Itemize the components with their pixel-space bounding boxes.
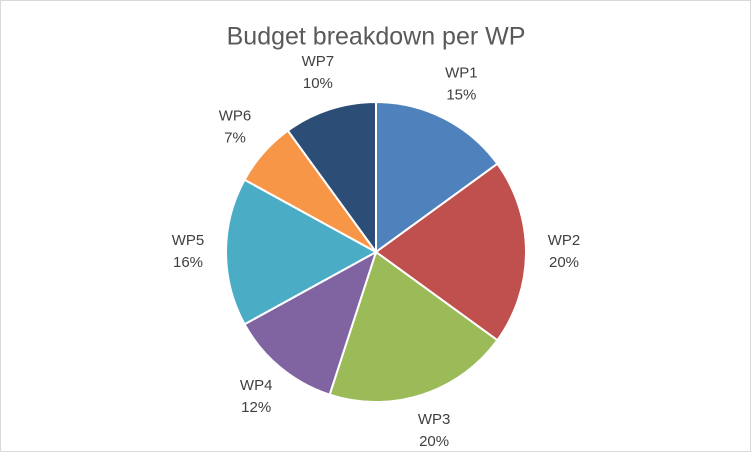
slice-label: WP1 [445,64,478,81]
chart-title: Budget breakdown per WP [227,23,526,51]
slice-label: WP5 [172,232,205,249]
pie-slice [286,100,377,256]
slice-label: WP6 [219,108,252,125]
slice-label: WP2 [548,232,581,249]
slice-value-label: 20% [549,254,579,271]
slice-label: WP7 [302,53,335,70]
pie-slice [225,178,379,326]
slice-value-label: 7% [224,130,246,147]
pie-slice [374,162,527,342]
slice-value-label: 20% [419,433,449,450]
pie-slice [243,249,378,396]
slice-value-label: 12% [241,399,271,416]
slice-value-label: 10% [303,75,333,92]
pie-slice [375,100,499,254]
slice-value-label: 16% [173,254,203,271]
slice-value-label: 15% [446,86,476,103]
slice-label: WP3 [418,411,451,428]
slice-label: WP4 [240,377,273,394]
pie-slice [328,250,499,403]
